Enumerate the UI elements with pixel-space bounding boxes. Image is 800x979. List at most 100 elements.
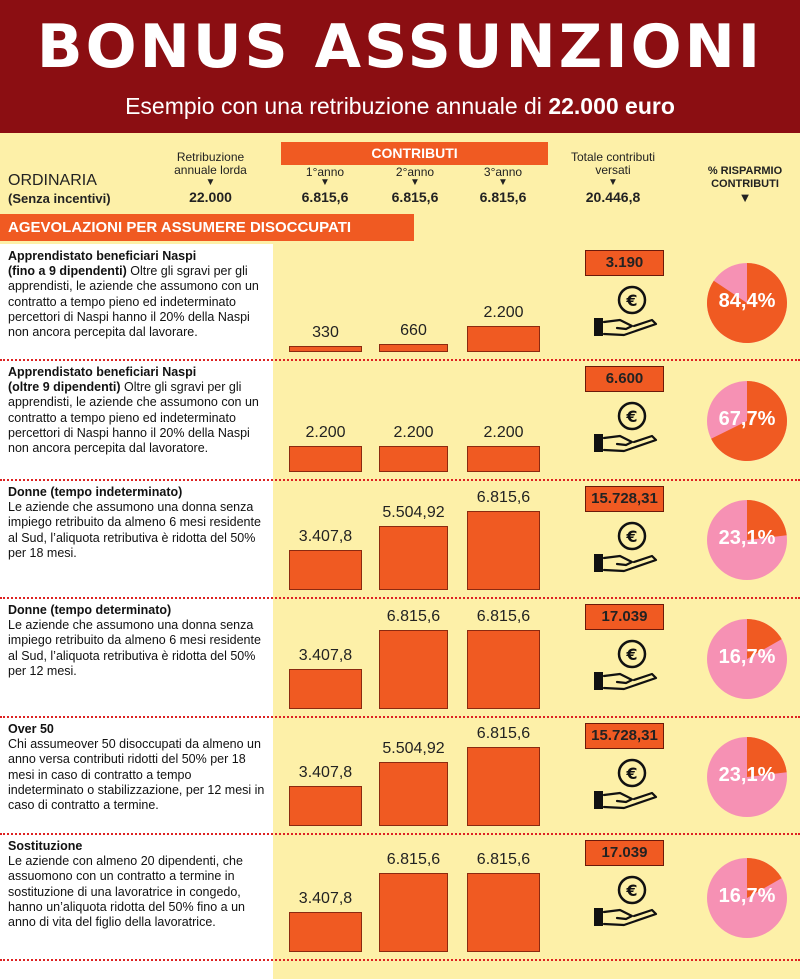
arrow-down-icon: ▼ bbox=[205, 177, 216, 188]
col-header-risparmio: % RISPARMIO CONTRIBUTI bbox=[707, 165, 783, 190]
bar-value-label: 6.815,6 bbox=[386, 851, 441, 868]
total-contributi-box: 6.600 bbox=[585, 366, 664, 392]
hand-coin-icon: € bbox=[594, 401, 658, 453]
hand-coin-icon: € bbox=[594, 875, 658, 927]
col-header-anno1: 1°anno bbox=[305, 165, 345, 179]
header-banner bbox=[0, 0, 800, 133]
chart-bar bbox=[467, 511, 540, 590]
pie-percent-label: 23,1% bbox=[718, 764, 776, 786]
section-title: Donne (tempo indeterminato) bbox=[8, 485, 183, 499]
total-contributi-box: 15.728,31 bbox=[585, 486, 664, 512]
arrow-down-icon: ▼ bbox=[320, 177, 330, 188]
section-body: Le aziende che assumono una donna senza … bbox=[8, 500, 261, 560]
chart-bar bbox=[379, 873, 448, 952]
ordinaria-totale: 20.446,8 bbox=[585, 189, 641, 205]
svg-text:€: € bbox=[625, 527, 637, 546]
ordinaria-anno3: 6.815,6 bbox=[479, 189, 527, 205]
section-body: Le aziende con almeno 20 dipendenti, che… bbox=[8, 854, 245, 930]
arrow-down-icon: ▼ bbox=[608, 177, 618, 188]
subtitle-text: Esempio con una retribuzione annuale di bbox=[125, 93, 549, 119]
ordinaria-sub: (Senza incentivi) bbox=[8, 191, 111, 206]
svg-text:€: € bbox=[625, 764, 637, 783]
hand-coin-icon: € bbox=[594, 285, 658, 337]
page-subtitle: Esempio con una retribuzione annuale di … bbox=[0, 88, 800, 124]
bar-value-label: 3.407,8 bbox=[298, 528, 353, 545]
col-header-anno3: 3°anno bbox=[483, 165, 523, 179]
col-header-contributi: CONTRIBUTI bbox=[281, 142, 548, 165]
chart-bar bbox=[467, 873, 540, 952]
svg-text:€: € bbox=[625, 881, 637, 900]
pie-percent-label: 84,4% bbox=[718, 290, 776, 312]
section-text: Donne (tempo determinato) Le aziende che … bbox=[8, 603, 268, 679]
section-title: Sostituzione bbox=[8, 839, 83, 853]
bar-value-label: 2.200 bbox=[305, 424, 346, 441]
bar-value-label: 3.407,8 bbox=[298, 890, 353, 907]
chart-bar bbox=[289, 446, 362, 472]
bar-value-label: 6.815,6 bbox=[386, 608, 441, 625]
total-contributi-box: 3.190 bbox=[585, 250, 664, 276]
total-contributi-box: 15.728,31 bbox=[585, 723, 664, 749]
row-divider bbox=[0, 959, 800, 961]
chart-bar bbox=[289, 912, 362, 952]
col-header-anno2: 2°anno bbox=[395, 165, 435, 179]
col-header-totale: Totale contributi versati bbox=[570, 150, 656, 177]
pie-saving-slice bbox=[747, 500, 787, 540]
chart-bar bbox=[289, 550, 362, 590]
total-contributi-box: 17.039 bbox=[585, 604, 664, 630]
col-header-retribuzione: Retribuzione annuale lorda bbox=[174, 150, 247, 177]
chart-bar bbox=[379, 344, 448, 352]
bar-value-label: 2.200 bbox=[483, 304, 524, 321]
pie-saving-slice bbox=[747, 858, 782, 898]
section-title: Apprendistato beneficiari Naspi bbox=[8, 249, 197, 263]
pie-saving-slice bbox=[711, 381, 787, 461]
bar-value-label: 3.407,8 bbox=[298, 764, 353, 781]
saving-pie bbox=[707, 500, 787, 580]
chart-bar bbox=[467, 446, 540, 472]
saving-pie bbox=[707, 737, 787, 817]
arrow-down-icon: ▼ bbox=[738, 190, 752, 205]
hand-coin-icon: € bbox=[594, 639, 658, 691]
bar-value-label: 5.504,92 bbox=[382, 504, 445, 521]
bar-value-label: 6.815,6 bbox=[476, 851, 531, 868]
pie-percent-label: 16,7% bbox=[718, 646, 776, 668]
bar-value-label: 330 bbox=[312, 324, 339, 341]
bar-value-label: 6.815,6 bbox=[476, 725, 531, 742]
section-title: Apprendistato beneficiari Naspi bbox=[8, 365, 197, 379]
saving-pie bbox=[707, 619, 787, 699]
ordinaria-retribuzione: 22.000 bbox=[189, 189, 232, 205]
section-body: (oltre 9 dipendenti) Oltre gli sgravi pe… bbox=[8, 380, 259, 456]
bar-value-label: 5.504,92 bbox=[382, 740, 445, 757]
chart-bar bbox=[289, 786, 362, 826]
chart-bar bbox=[379, 446, 448, 472]
chart-bar bbox=[289, 346, 362, 352]
section-title: Over 50 bbox=[8, 722, 54, 736]
section-text: Donne (tempo indeterminato) Le aziende ch… bbox=[8, 485, 268, 561]
section-body: (fino a 9 dipendenti) Oltre gli sgravi p… bbox=[8, 264, 259, 340]
description-panel bbox=[0, 244, 273, 979]
section-text: Over 50 Chi assumeover 50 disoccupati da … bbox=[8, 722, 268, 813]
saving-pie bbox=[707, 381, 787, 461]
chart-bar bbox=[467, 326, 540, 352]
ordinaria-anno1: 6.815,6 bbox=[301, 189, 349, 205]
saving-pie bbox=[707, 263, 788, 343]
hand-coin-icon: € bbox=[594, 758, 658, 810]
pie-percent-label: 16,7% bbox=[718, 885, 776, 907]
bar-value-label: 660 bbox=[400, 322, 427, 339]
row-divider bbox=[0, 597, 800, 599]
chart-bar bbox=[379, 630, 448, 709]
row-divider bbox=[0, 479, 800, 481]
section-body: Le aziende che assumono una donna senza … bbox=[8, 618, 261, 678]
arrow-down-icon: ▼ bbox=[498, 177, 508, 188]
ordinaria-label: ORDINARIA bbox=[8, 172, 97, 189]
pie-saving-slice bbox=[707, 263, 788, 343]
section-text: Sostituzione Le aziende con almeno 20 dip… bbox=[8, 839, 268, 930]
bar-value-label: 2.200 bbox=[393, 424, 434, 441]
subtitle-amount: 22.000 euro bbox=[548, 93, 675, 119]
saving-pie bbox=[707, 858, 787, 938]
row-divider bbox=[0, 833, 800, 835]
section-text: Apprendistato beneficiari Naspi (oltre 9 … bbox=[8, 365, 268, 456]
svg-text:€: € bbox=[625, 645, 637, 664]
row-divider bbox=[0, 716, 800, 718]
section-band: AGEVOLAZIONI PER ASSUMERE DISOCCUPATI bbox=[0, 214, 414, 241]
chart-bar bbox=[289, 669, 362, 709]
